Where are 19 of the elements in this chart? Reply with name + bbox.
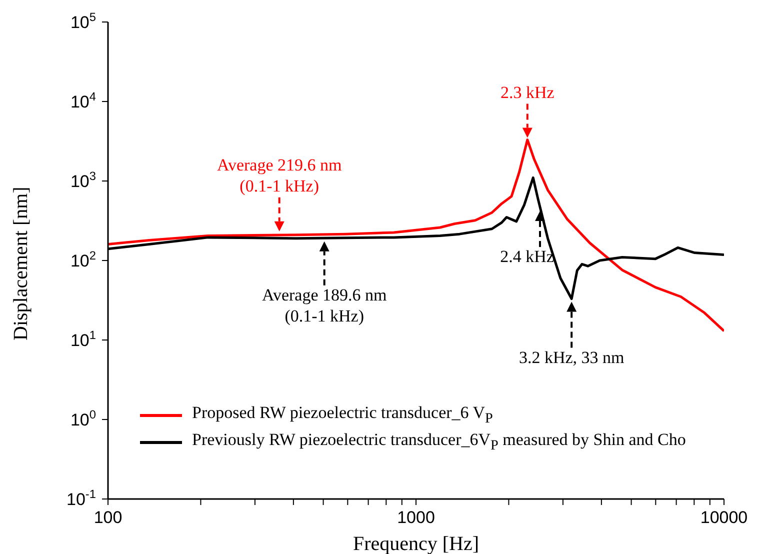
y-tick-label: 10$^{5}$ bbox=[70, 10, 96, 32]
x-tick-label: 1000 bbox=[397, 508, 435, 527]
annotation: 2.3 kHz bbox=[500, 82, 555, 102]
x-axis-title: Frequency [Hz] bbox=[352, 533, 480, 554]
y-tick-label: 10$^{0}$ bbox=[70, 408, 96, 430]
annotation: 2.4 kHz bbox=[500, 247, 554, 266]
legend-label: Previously RW piezoelectric transducer_6V$_{P}$ measured by Shin and Cho bbox=[192, 430, 686, 455]
y-tick-label: 10$^{1}$ bbox=[70, 328, 96, 350]
annotation: 3.2 kHz, 33 nm bbox=[518, 348, 624, 367]
y-tick-label: 10$^{2}$ bbox=[70, 248, 96, 270]
annotation: Average 219.6 nm (0.1-1 kHz) bbox=[216, 155, 342, 196]
x-tick-label: 10000 bbox=[700, 508, 748, 527]
y-tick-label: 10$^{3}$ bbox=[70, 169, 96, 191]
x-tick-label: 100 bbox=[94, 508, 122, 527]
annotation: Average 189.6 nm (0.1-1 kHz) bbox=[262, 285, 387, 326]
legend-label: Proposed RW piezoelectric transducer_6 V$_{P}$ bbox=[192, 403, 493, 428]
y-axis-title: Displacement [nm] bbox=[10, 186, 32, 340]
y-tick-label: 10$^{-1}$ bbox=[66, 487, 96, 509]
y-tick-label: 10$^{4}$ bbox=[70, 90, 96, 112]
